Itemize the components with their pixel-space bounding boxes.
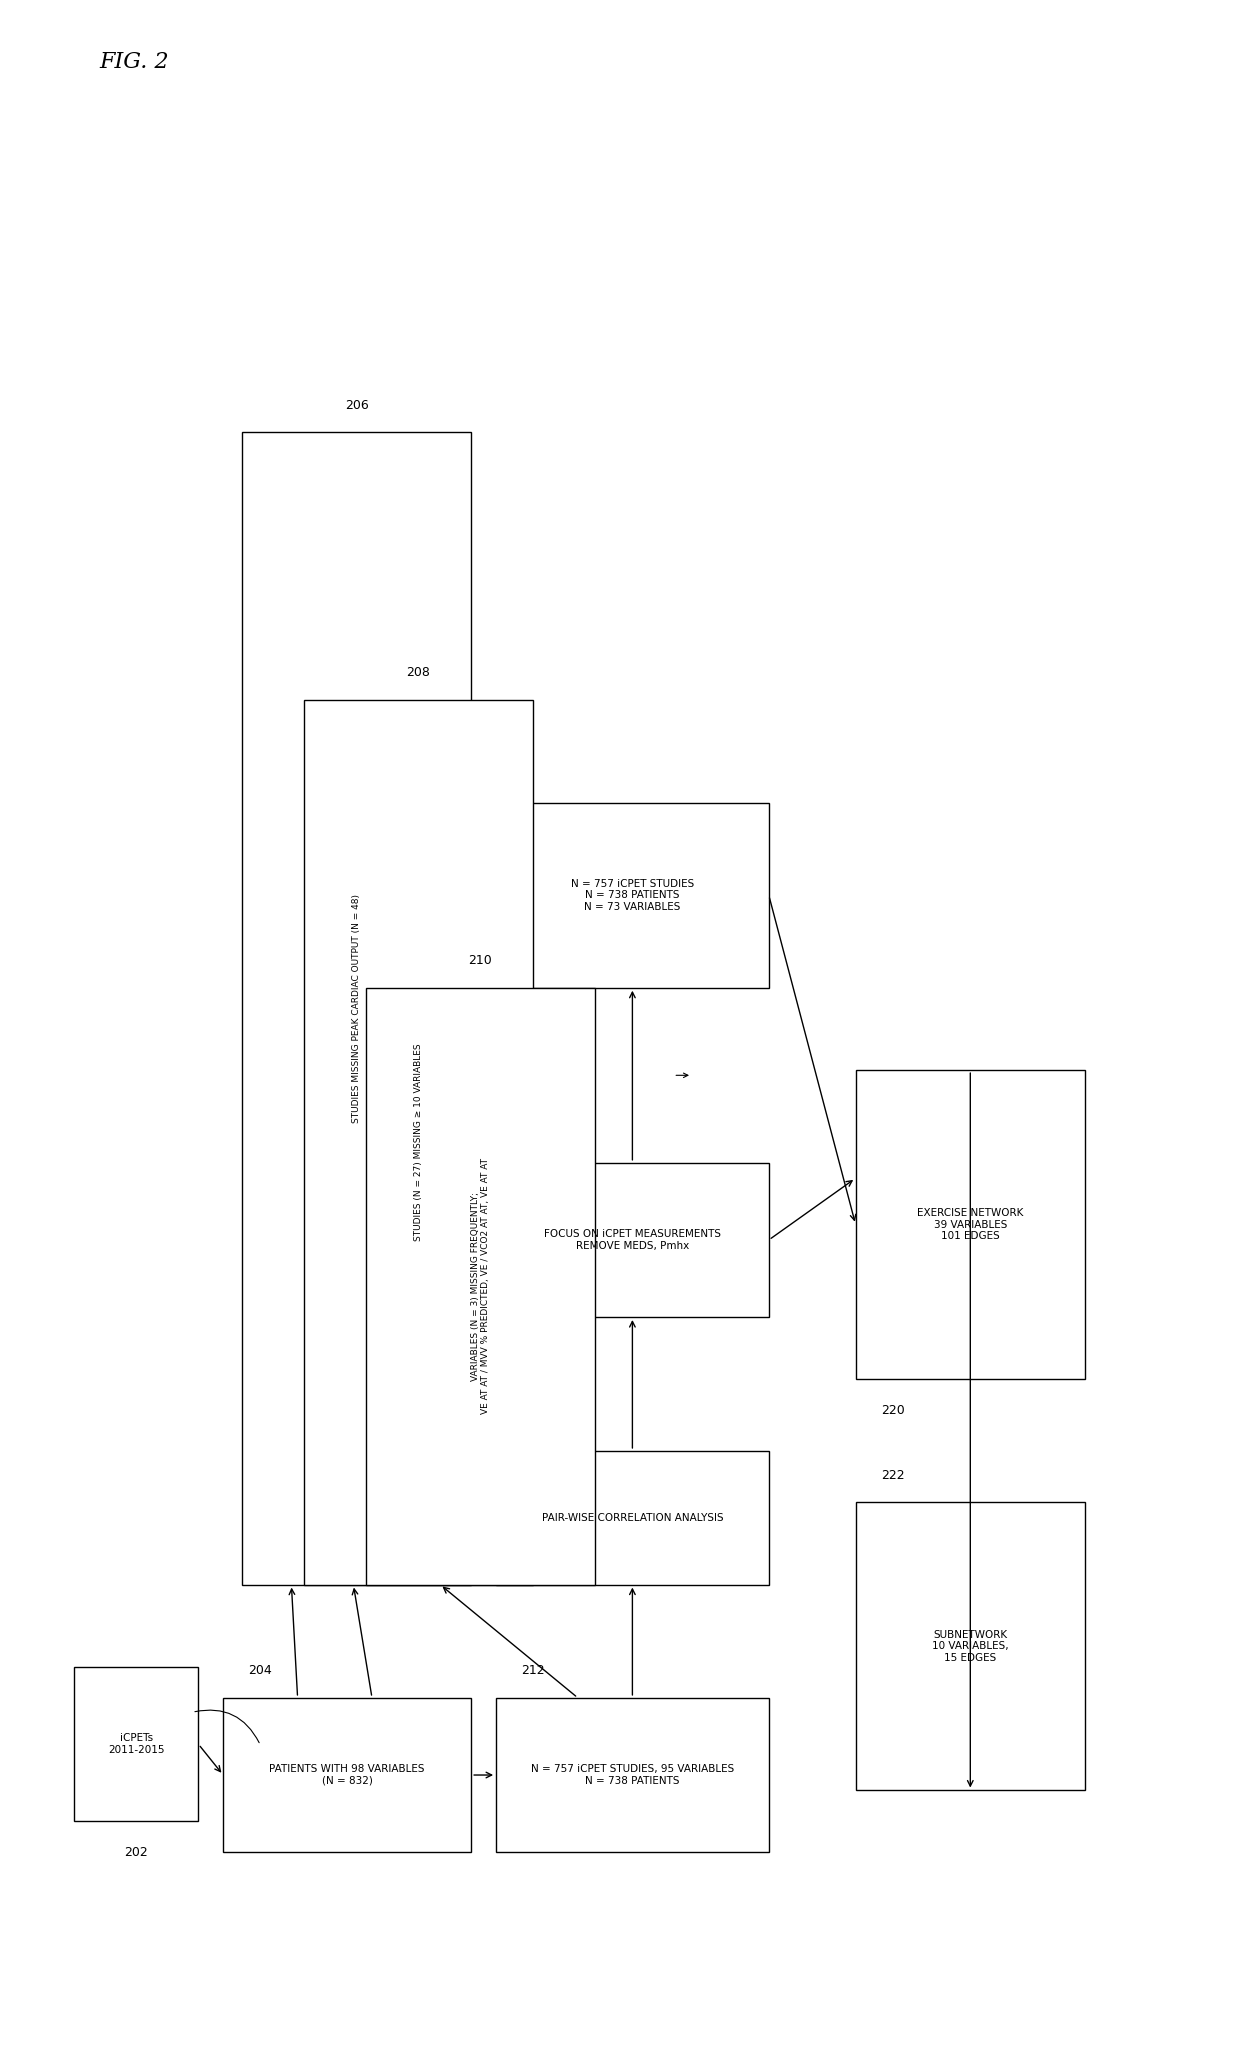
Text: 204: 204 — [248, 1665, 273, 1677]
FancyBboxPatch shape — [366, 988, 595, 1585]
Text: SUBNETWORK
10 VARIABLES,
15 EDGES: SUBNETWORK 10 VARIABLES, 15 EDGES — [932, 1630, 1008, 1663]
Text: 216: 216 — [521, 1130, 546, 1142]
FancyBboxPatch shape — [496, 803, 769, 988]
Text: STUDIES (N = 27) MISSING ≥ 10 VARIABLES: STUDIES (N = 27) MISSING ≥ 10 VARIABLES — [414, 1043, 423, 1241]
Text: EXERCISE NETWORK
39 VARIABLES
101 EDGES: EXERCISE NETWORK 39 VARIABLES 101 EDGES — [918, 1208, 1023, 1241]
Text: 202: 202 — [124, 1846, 149, 1858]
FancyBboxPatch shape — [304, 700, 533, 1585]
Text: 220: 220 — [880, 1404, 905, 1416]
FancyBboxPatch shape — [242, 432, 471, 1585]
FancyBboxPatch shape — [856, 1502, 1085, 1790]
Text: 212: 212 — [521, 1665, 546, 1677]
FancyBboxPatch shape — [496, 1698, 769, 1852]
Text: FIG. 2: FIG. 2 — [99, 51, 169, 74]
Text: FOCUS ON iCPET MEASUREMENTS
REMOVE MEDS, Pmhx: FOCUS ON iCPET MEASUREMENTS REMOVE MEDS,… — [544, 1229, 720, 1251]
Text: 200: 200 — [149, 1698, 172, 1710]
Text: 214: 214 — [521, 1418, 546, 1430]
Text: VARIABLES (N = 3) MISSING FREQUENTLY;
VE AT AT / MVV % PREDICTED, VE / VCO2 AT A: VARIABLES (N = 3) MISSING FREQUENTLY; VE… — [471, 1159, 490, 1414]
Text: iCPETs
2011-2015: iCPETs 2011-2015 — [108, 1733, 165, 1755]
Text: PATIENTS WITH 98 VARIABLES
(N = 832): PATIENTS WITH 98 VARIABLES (N = 832) — [269, 1764, 425, 1786]
Text: 222: 222 — [880, 1469, 905, 1482]
Text: N = 757 iCPET STUDIES, 95 VARIABLES
N = 738 PATIENTS: N = 757 iCPET STUDIES, 95 VARIABLES N = … — [531, 1764, 734, 1786]
Text: STUDIES MISSING PEAK CARDIAC OUTPUT (N = 48): STUDIES MISSING PEAK CARDIAC OUTPUT (N =… — [352, 893, 361, 1124]
FancyBboxPatch shape — [856, 1070, 1085, 1379]
Text: 210: 210 — [469, 955, 492, 967]
FancyBboxPatch shape — [74, 1667, 198, 1821]
FancyBboxPatch shape — [223, 1698, 471, 1852]
FancyBboxPatch shape — [496, 1451, 769, 1585]
Text: N = 757 iCPET STUDIES
N = 738 PATIENTS
N = 73 VARIABLES: N = 757 iCPET STUDIES N = 738 PATIENTS N… — [570, 879, 694, 912]
Text: PAIR-WISE CORRELATION ANALYSIS: PAIR-WISE CORRELATION ANALYSIS — [542, 1513, 723, 1523]
Text: 206: 206 — [345, 399, 368, 412]
Text: 218: 218 — [521, 1013, 546, 1025]
FancyBboxPatch shape — [496, 1163, 769, 1317]
Text: 208: 208 — [407, 667, 430, 679]
